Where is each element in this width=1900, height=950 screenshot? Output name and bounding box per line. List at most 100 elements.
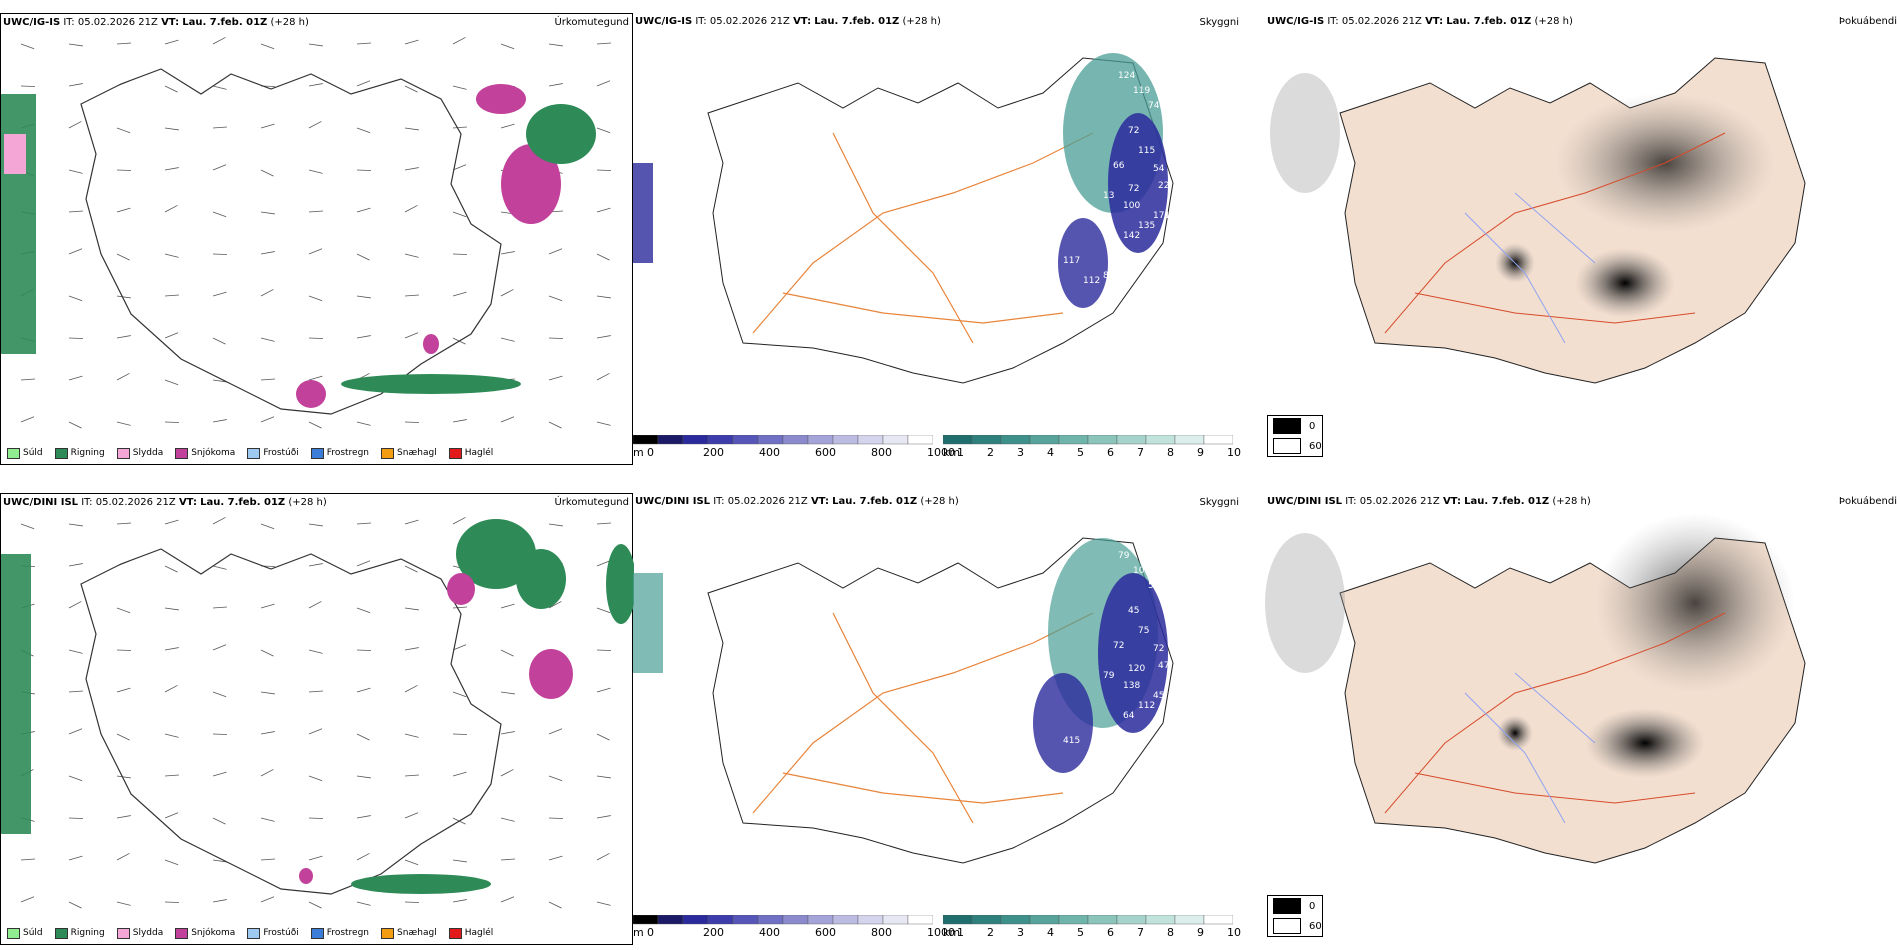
- legend-swatch: [310, 927, 324, 939]
- wind-barb: [548, 775, 563, 782]
- legend-label: Haglél: [464, 928, 494, 938]
- wind-barb: [20, 858, 35, 861]
- wind-barb: [596, 253, 610, 261]
- legend-label: Slydda: [132, 928, 164, 938]
- legend-item-snæhagl: Snæhagl: [377, 926, 443, 940]
- wind-barb: [596, 815, 611, 819]
- wind-barb: [308, 563, 323, 567]
- legend-label: Frostúði: [263, 928, 299, 938]
- fog-title: Þokuábendi: [1838, 496, 1897, 507]
- wind-barb: [212, 859, 227, 863]
- fog-key-0: 0: [1268, 896, 1322, 916]
- colorbar-step: [807, 435, 834, 445]
- colorbar-step: [1203, 435, 1233, 445]
- legend-label: Snæhagl: [397, 448, 437, 458]
- colorbar-tick: 6: [1107, 926, 1114, 939]
- wind-barb: [212, 85, 227, 90]
- cloud-base-label: 111: [1098, 326, 1115, 336]
- fog-map: [1270, 57, 1806, 384]
- wind-barb: [212, 606, 227, 609]
- wind-barb: [404, 859, 419, 866]
- colorbar-step: [1058, 915, 1089, 925]
- colorbar-step: [1145, 435, 1176, 445]
- cloud-base-label: 48: [1093, 306, 1105, 316]
- legend-swatch: [175, 447, 189, 459]
- legend-item-súld: Súld: [3, 446, 49, 460]
- wind-barb: [116, 335, 131, 339]
- cloud-base-label: 72: [1128, 126, 1139, 136]
- wind-barb: [452, 606, 467, 609]
- cloud-base-label: 374: [1098, 806, 1115, 816]
- wind-barb: [212, 899, 227, 903]
- colorbar-step: [1116, 435, 1147, 445]
- wind-barb: [212, 565, 227, 570]
- wind-barb: [212, 164, 227, 171]
- wind-barb: [212, 517, 226, 525]
- wind-barb: [20, 416, 35, 423]
- colorbar-tick: 400: [759, 446, 780, 459]
- wind-barb: [116, 815, 131, 819]
- cloud-panel-bottom: 166 79 102 52 45 61 75 72 72 47 120 79 138 112 64 45 127…: [633, 493, 1241, 945]
- cloud-labels: 1667910252456175727247120791381126445127…: [798, 521, 1190, 876]
- colorbar-swatches: [943, 915, 1233, 925]
- wind-barb: [260, 769, 274, 777]
- wind-barb: [356, 421, 371, 426]
- colorbar-step: [882, 915, 909, 925]
- wind-barb: [596, 295, 611, 299]
- colorbar-step: [1116, 915, 1147, 925]
- legend-label: Snæhagl: [397, 928, 437, 938]
- wind-barb: [308, 901, 322, 909]
- wind-barb: [548, 728, 563, 735]
- wind-barb: [68, 523, 83, 527]
- colorbar-step: [732, 435, 759, 445]
- wind-barb: [452, 126, 467, 129]
- wind-barb: [500, 769, 514, 777]
- wind-barb: [68, 121, 82, 129]
- cloud-base-label: 171: [1153, 211, 1170, 221]
- fog-legend: 0 60: [1267, 895, 1323, 937]
- wind-barb: [404, 774, 419, 777]
- wind-barb: [452, 419, 467, 423]
- legend-label: Rigning: [70, 448, 105, 458]
- cloud-base-label: 161: [1113, 251, 1130, 261]
- precip-header: UWC/IG-IS IT: 05.02.2026 21Z VT: Lau. 7.…: [3, 17, 309, 28]
- wind-barb: [548, 295, 563, 302]
- wind-barb: [404, 647, 419, 651]
- cloud-base-label: 120: [1128, 664, 1145, 674]
- cloud-base-label: 119: [1133, 86, 1150, 96]
- cloud-base-label: 102: [1133, 566, 1150, 576]
- wind-barb: [404, 127, 419, 131]
- cloud-base-label: 286: [798, 866, 815, 876]
- fog-header: UWC/DINI ISL IT: 05.02.2026 21Z VT: Lau.…: [1267, 496, 1591, 507]
- legend-swatch: [175, 927, 189, 939]
- cloud-ceiling-map: 1667910252456175727247120791381126445127…: [633, 521, 1190, 876]
- cloud-base-label: 72: [1128, 184, 1139, 194]
- legend-swatch: [54, 927, 68, 939]
- roads: [752, 132, 1094, 344]
- wind-barb: [404, 253, 419, 258]
- roads: [752, 612, 1094, 824]
- cloud-base-label: 129: [1123, 826, 1140, 836]
- wind-barb: [212, 691, 227, 698]
- wind-barb: [356, 522, 371, 525]
- colorbar-step: [707, 915, 734, 925]
- cloud-base-label: 47: [1083, 756, 1094, 766]
- colorbar-step: [943, 435, 973, 445]
- wind-barb: [548, 83, 563, 87]
- wind-barb: [116, 853, 130, 861]
- colorbar-tick: 10: [1227, 926, 1241, 939]
- colorbar-tick: 1000: [927, 446, 955, 459]
- cloud-base-label: 79: [1103, 671, 1115, 681]
- wind-barb: [548, 523, 563, 527]
- legend-item-frostúði: Frostúði: [243, 446, 304, 460]
- colorbar-step: [782, 435, 809, 445]
- legend-item-haglél: Haglél: [445, 926, 500, 940]
- wind-barb: [68, 649, 83, 654]
- colorbar-step: [757, 915, 784, 925]
- cloud-base-label: 52: [1148, 581, 1159, 591]
- fog-header: UWC/IG-IS IT: 05.02.2026 21Z VT: Lau. 7.…: [1267, 16, 1573, 27]
- wind-barb: [116, 373, 130, 381]
- colorbar-tick: 8: [1167, 446, 1174, 459]
- precip-map: [1, 517, 634, 909]
- wind-barb: [500, 691, 515, 695]
